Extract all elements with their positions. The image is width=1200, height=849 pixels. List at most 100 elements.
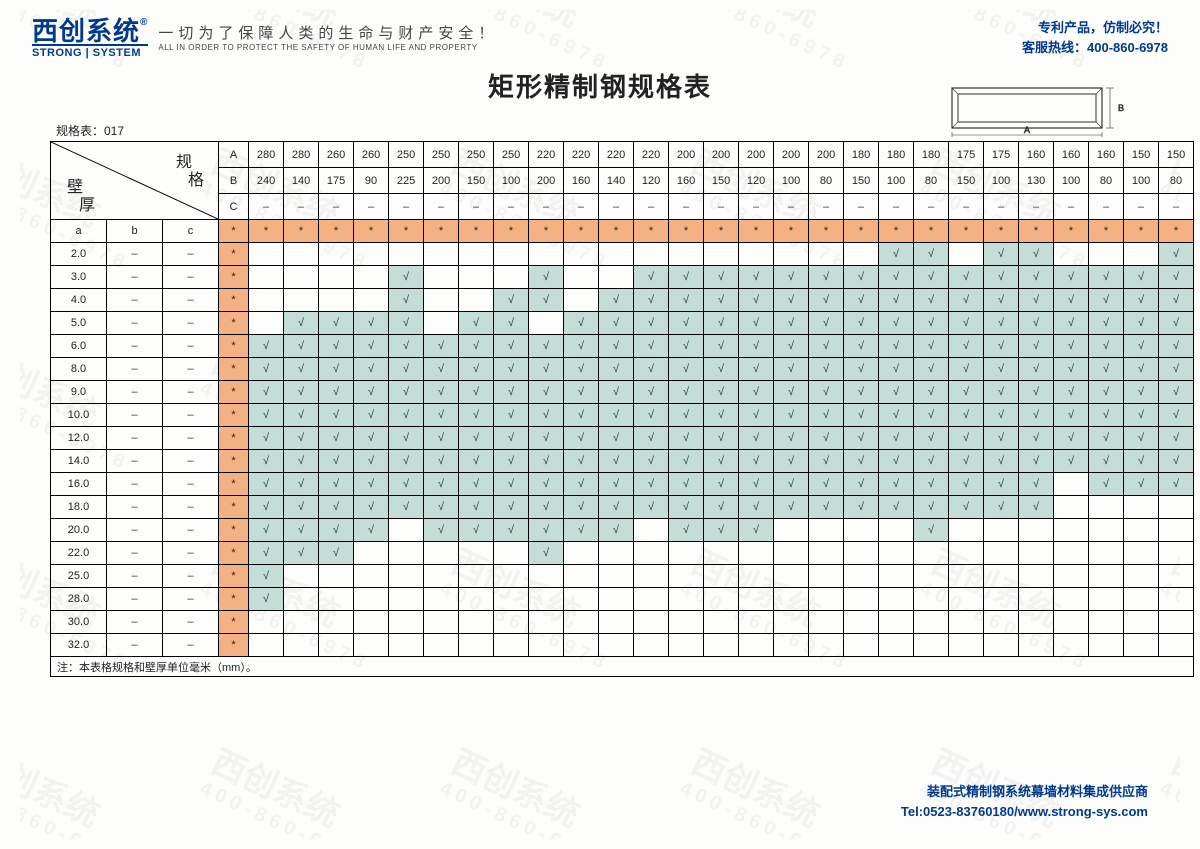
grid-cell: [634, 588, 669, 611]
grid-cell: [739, 565, 774, 588]
col-c-val: [1159, 194, 1194, 220]
grid-cell: [1019, 335, 1054, 358]
star-cell: *: [634, 220, 669, 243]
grid-cell: [844, 450, 879, 473]
col-b-val: 100: [984, 168, 1019, 194]
grid-cell: [459, 496, 494, 519]
grid-cell: [389, 312, 424, 335]
grid-cell: [1019, 611, 1054, 634]
col-b-val: 160: [669, 168, 704, 194]
grid-cell: [1019, 289, 1054, 312]
col-c-val: [249, 194, 284, 220]
grid-cell: [354, 266, 389, 289]
thickness-val: 2.0: [51, 243, 107, 266]
grid-cell: [774, 404, 809, 427]
abc-label: c: [163, 220, 219, 243]
star-cell: *: [914, 220, 949, 243]
grid-cell: [774, 473, 809, 496]
grid-cell: [774, 243, 809, 266]
grid-cell: [809, 611, 844, 634]
grid-cell: [1054, 519, 1089, 542]
grid-cell: [284, 519, 319, 542]
grid-cell: [809, 404, 844, 427]
thickness-val: 25.0: [51, 565, 107, 588]
grid-cell: [564, 611, 599, 634]
col-b-val: 160: [564, 168, 599, 194]
grid-cell: [844, 519, 879, 542]
grid-cell: [494, 611, 529, 634]
grid-cell: [1019, 266, 1054, 289]
grid-cell: [529, 312, 564, 335]
spec-table: 规格壁厚A28028026026025025025025022022022022…: [50, 141, 1150, 677]
star-cell: *: [599, 220, 634, 243]
grid-cell: [844, 427, 879, 450]
grid-cell: [494, 427, 529, 450]
grid-cell: [529, 381, 564, 404]
star-cell: *: [809, 220, 844, 243]
grid-cell: [669, 611, 704, 634]
grid-cell: [1019, 634, 1054, 657]
col-a-val: 200: [809, 142, 844, 168]
col-b-val: 100: [1124, 168, 1159, 194]
grid-cell: [1089, 312, 1124, 335]
grid-cell: [249, 634, 284, 657]
grid-cell: [774, 542, 809, 565]
col-b-val: 120: [739, 168, 774, 194]
grid-cell: [914, 634, 949, 657]
thickness-val: 12.0: [51, 427, 107, 450]
grid-cell: [354, 335, 389, 358]
grid-cell: [1054, 289, 1089, 312]
grid-cell: [1054, 542, 1089, 565]
grid-cell: [844, 335, 879, 358]
grid-cell: [1019, 243, 1054, 266]
grid-cell: [284, 473, 319, 496]
grid-cell: [984, 473, 1019, 496]
grid-cell: [1054, 450, 1089, 473]
grid-cell: [319, 243, 354, 266]
patent-note: 专利产品，仿制必究！: [1022, 18, 1168, 38]
grid-cell: [984, 289, 1019, 312]
table-id: 规格表：017: [56, 122, 1180, 139]
col-a-val: 150: [1159, 142, 1194, 168]
grid-cell: [949, 519, 984, 542]
grid-cell: [1159, 312, 1194, 335]
grid-cell: [949, 289, 984, 312]
grid-cell: [914, 358, 949, 381]
grid-cell: [389, 565, 424, 588]
grid-cell: [949, 312, 984, 335]
star-cell: *: [984, 220, 1019, 243]
grid-cell: [914, 312, 949, 335]
grid-cell: [669, 335, 704, 358]
grid-cell: [424, 266, 459, 289]
grid-cell: [389, 266, 424, 289]
grid-cell: [494, 473, 529, 496]
col-c-val: [634, 194, 669, 220]
grid-cell: [1159, 565, 1194, 588]
grid-cell: [949, 266, 984, 289]
grid-cell: [809, 588, 844, 611]
grid-cell: [1089, 565, 1124, 588]
star-cell: *: [219, 473, 249, 496]
grid-cell: [669, 427, 704, 450]
grid-cell: [634, 611, 669, 634]
grid-cell: [704, 427, 739, 450]
grid-cell: [424, 381, 459, 404]
grid-cell: [494, 450, 529, 473]
grid-cell: [599, 404, 634, 427]
grid-cell: [1054, 358, 1089, 381]
grid-cell: [879, 289, 914, 312]
grid-cell: [1089, 542, 1124, 565]
col-a-val: 175: [949, 142, 984, 168]
grid-cell: [634, 473, 669, 496]
grid-cell: [669, 289, 704, 312]
grid-cell: [284, 243, 319, 266]
col-b-val: 100: [494, 168, 529, 194]
grid-cell: [1089, 473, 1124, 496]
col-c-val: [669, 194, 704, 220]
grid-cell: [249, 496, 284, 519]
grid-cell: [459, 542, 494, 565]
grid-cell: [1054, 496, 1089, 519]
grid-cell: [949, 473, 984, 496]
grid-cell: [1124, 588, 1159, 611]
grid-cell: [564, 519, 599, 542]
